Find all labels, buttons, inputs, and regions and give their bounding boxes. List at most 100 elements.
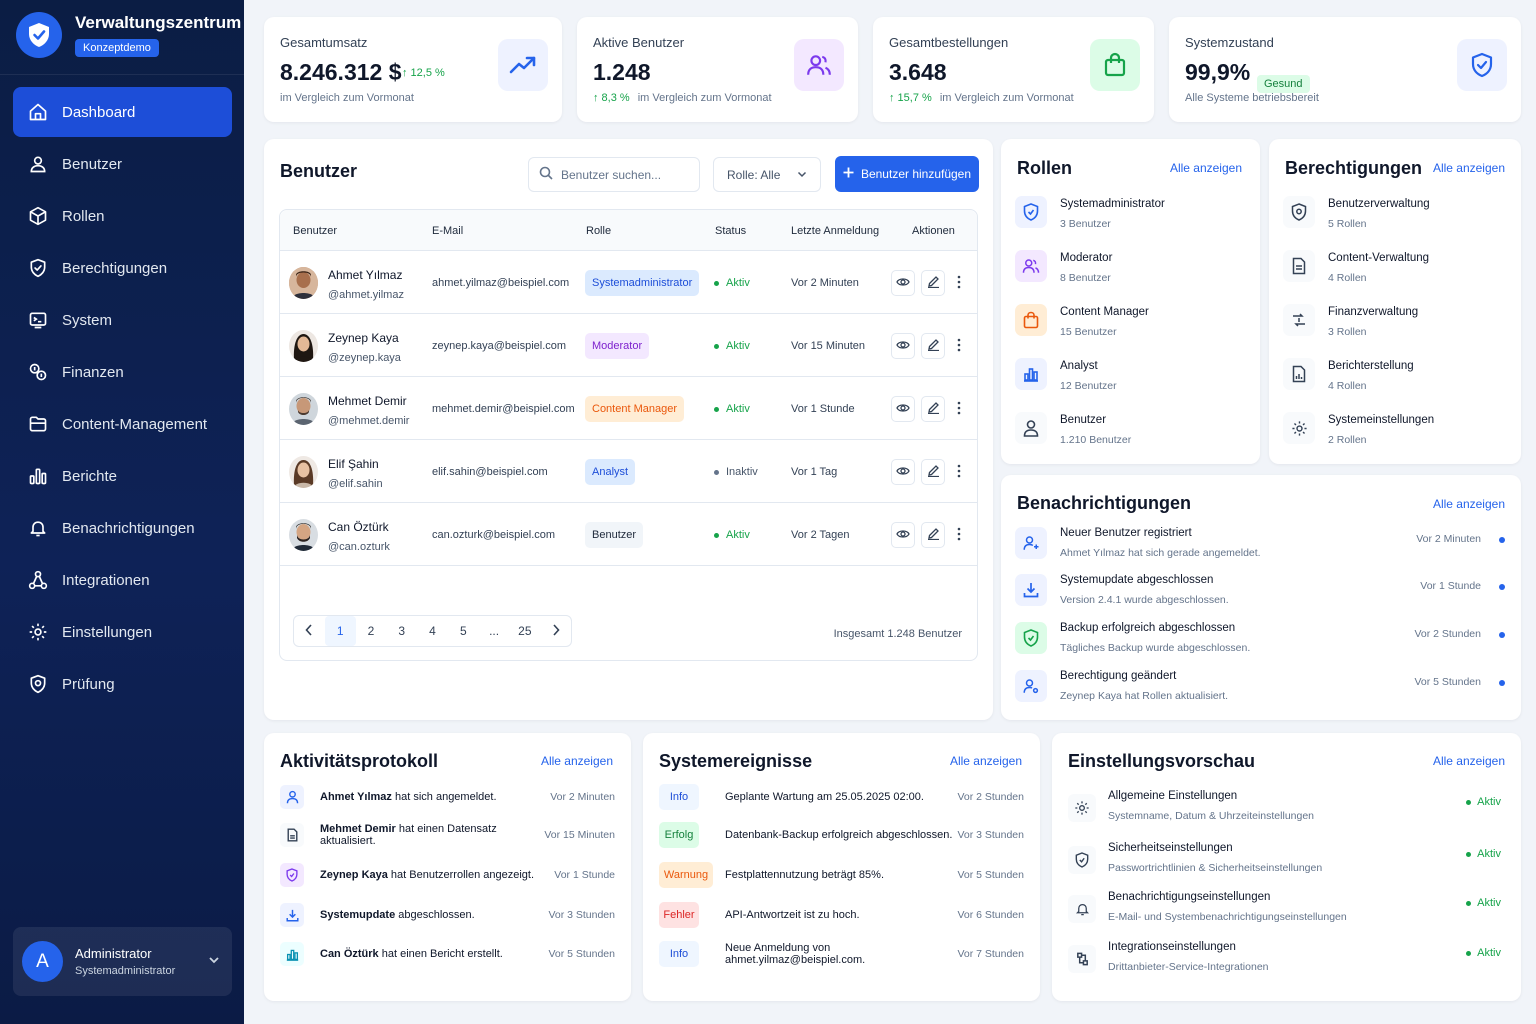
sidebar-item-finanzen[interactable]: Finanzen xyxy=(13,347,232,397)
table-row[interactable]: Elif Şahin @elif.sahin elif.sahin@beispi… xyxy=(280,440,977,503)
view-button[interactable] xyxy=(891,522,915,548)
sidebar-item-pruefung[interactable]: Prüfung xyxy=(13,659,232,709)
edit-button[interactable] xyxy=(921,333,945,359)
role-filter-select[interactable]: Rolle: Alle xyxy=(713,157,821,192)
avatar xyxy=(289,393,318,425)
settings-item[interactable]: Integrationseinstellungen Drittanbieter-… xyxy=(1068,939,1501,983)
prev-page-button[interactable] xyxy=(294,616,325,646)
list-item[interactable]: Analyst 12 Benutzer xyxy=(1015,358,1117,392)
account-menu[interactable]: A Administrator Systemadministrator xyxy=(13,927,232,996)
demo-badge: Konzeptdemo xyxy=(75,39,159,57)
next-page-button[interactable] xyxy=(540,616,571,646)
list-item[interactable]: Moderator 8 Benutzer xyxy=(1015,250,1112,284)
user-email: zeynep.kaya@beispiel.com xyxy=(432,340,567,352)
gear-icon xyxy=(1068,794,1096,822)
stat-card-users: Aktive Benutzer 1.248 ↑ 8,3 % im Vergleic… xyxy=(577,17,858,122)
sidebar-item-dashboard[interactable]: Dashboard xyxy=(13,87,232,137)
sidebar-item-berechtigungen[interactable]: Berechtigungen xyxy=(13,243,232,293)
sidebar-item-benachrichtigungen[interactable]: Benachrichtigungen xyxy=(13,503,232,553)
sidebar-item-einstellungen[interactable]: Einstellungen xyxy=(13,607,232,657)
more-button[interactable] xyxy=(949,522,969,548)
table-row[interactable]: Can Öztürk @can.ozturk can.ozturk@beispi… xyxy=(280,503,977,566)
notification-item[interactable]: Neuer Benutzer registriert Ahmet Yılmaz … xyxy=(1015,525,1507,569)
list-item[interactable]: Benutzer 1.210 Benutzer xyxy=(1015,412,1131,446)
list-item[interactable]: Benutzerverwaltung 5 Rollen xyxy=(1283,196,1430,230)
total-users: Insgesamt 1.248 Benutzer xyxy=(833,628,962,640)
pencil-icon xyxy=(927,338,940,354)
table-row[interactable]: Ahmet Yılmaz @ahmet.yilmaz ahmet.yilmaz@… xyxy=(280,251,977,314)
notification-text: Zeynep Kaya hat Rollen aktualisiert. xyxy=(1060,690,1229,702)
chevron-down-icon[interactable] xyxy=(208,954,220,969)
settings-view-all-link[interactable]: Alle anzeigen xyxy=(1432,754,1505,768)
notification-time: Vor 2 Minuten xyxy=(1416,533,1481,545)
permission-count: 5 Rollen xyxy=(1328,218,1367,230)
edit-button[interactable] xyxy=(921,459,945,485)
sidebar-item-label: Benutzer xyxy=(62,155,123,173)
search-box[interactable] xyxy=(528,157,700,192)
search-input[interactable] xyxy=(561,167,691,182)
list-item[interactable]: Finanzverwaltung 3 Rollen xyxy=(1283,304,1418,338)
sidebar-item-content-management[interactable]: Content-Management xyxy=(13,399,232,449)
roles-panel: Rollen Alle anzeigen Systemadministrator… xyxy=(1001,139,1260,464)
settings-item[interactable]: Allgemeine Einstellungen Systemname, Dat… xyxy=(1068,788,1501,832)
notifications-panel: Benachrichtigungen Alle anzeigen Neuer B… xyxy=(1001,475,1521,720)
stat-card-orders: Gesamtbestellungen 3.648 ↑ 15,7 % im Verg… xyxy=(873,17,1154,122)
notification-item[interactable]: Backup erfolgreich abgeschlossen Täglich… xyxy=(1015,620,1507,664)
more-button[interactable] xyxy=(949,333,969,359)
sidebar-item-berichte[interactable]: Berichte xyxy=(13,451,232,501)
activity-view-all-link[interactable]: Alle anzeigen xyxy=(540,754,613,768)
shield-icon xyxy=(280,863,304,887)
sidebar-item-system[interactable]: System xyxy=(13,295,232,345)
more-button[interactable] xyxy=(949,459,969,485)
user-email: mehmet.demir@beispiel.com xyxy=(432,403,575,415)
section-title: Rollen xyxy=(1017,158,1073,178)
page-button[interactable]: 4 xyxy=(429,624,436,638)
stat-card-health: Systemzustand 99,9% Gesund Alle Systeme … xyxy=(1169,17,1521,122)
notification-item[interactable]: Berechtigung geändert Zeynep Kaya hat Ro… xyxy=(1015,668,1507,712)
list-item[interactable]: Berichterstellung 4 Rollen xyxy=(1283,358,1414,392)
view-button[interactable] xyxy=(891,333,915,359)
table-row[interactable]: Zeynep Kaya @zeynep.kaya zeynep.kaya@bei… xyxy=(280,314,977,377)
view-button[interactable] xyxy=(891,459,915,485)
table-row[interactable]: Mehmet Demir @mehmet.demir mehmet.demir@… xyxy=(280,377,977,440)
stat-label: Gesamtumsatz xyxy=(280,35,368,50)
add-user-button[interactable]: Benutzer hinzufügen xyxy=(835,156,979,192)
more-button[interactable] xyxy=(949,270,969,296)
edit-button[interactable] xyxy=(921,270,945,296)
view-button[interactable] xyxy=(891,270,915,296)
sidebar-item-integrationen[interactable]: Integrationen xyxy=(13,555,232,605)
list-item[interactable]: Systemeinstellungen 2 Rollen xyxy=(1283,412,1434,446)
edit-button[interactable] xyxy=(921,522,945,548)
settings-item[interactable]: Sicherheitseinstellungen Passwortrichtli… xyxy=(1068,840,1501,884)
page-button[interactable]: 25 xyxy=(518,624,532,638)
edit-button[interactable] xyxy=(921,396,945,422)
shield-icon xyxy=(1457,39,1507,91)
stat-label: Systemzustand xyxy=(1185,35,1274,50)
roles-view-all-link[interactable]: Alle anzeigen xyxy=(1169,161,1242,175)
list-item[interactable]: Content-Verwaltung 4 Rollen xyxy=(1283,250,1429,284)
shield-icon xyxy=(1015,196,1047,228)
page-button[interactable]: 2 xyxy=(367,624,375,638)
avatar xyxy=(289,519,318,551)
notification-title: Backup erfolgreich abgeschlossen xyxy=(1060,622,1236,634)
settings-item[interactable]: Benachrichtigungseinstellungen E-Mail- u… xyxy=(1068,889,1501,933)
page-ellipsis: ... xyxy=(489,624,500,638)
events-view-all-link[interactable]: Alle anzeigen xyxy=(949,754,1022,768)
page-button[interactable]: 5 xyxy=(459,624,467,638)
page-button[interactable]: 3 xyxy=(398,624,406,638)
list-item[interactable]: Content Manager 15 Benutzer xyxy=(1015,304,1149,338)
view-button[interactable] xyxy=(891,396,915,422)
sidebar-item-benutzer[interactable]: Benutzer xyxy=(13,139,232,189)
more-button[interactable] xyxy=(949,396,969,422)
role-count: 3 Benutzer xyxy=(1060,218,1111,230)
permissions-view-all-link[interactable]: Alle anzeigen xyxy=(1432,161,1505,175)
section-title: Systemereignisse xyxy=(659,751,813,771)
settings-subtitle: Drittanbieter-Service-Integrationen xyxy=(1108,961,1269,973)
notification-item[interactable]: Systemupdate abgeschlossen Version 2.4.1… xyxy=(1015,572,1507,616)
page-button[interactable]: 1 xyxy=(324,616,356,646)
sidebar-item-rollen[interactable]: Rollen xyxy=(13,191,232,241)
column-header: Aktionen xyxy=(912,225,955,237)
list-item[interactable]: Systemadministrator 3 Benutzer xyxy=(1015,196,1165,230)
notifications-view-all-link[interactable]: Alle anzeigen xyxy=(1432,497,1505,511)
role-count: 8 Benutzer xyxy=(1060,272,1111,284)
